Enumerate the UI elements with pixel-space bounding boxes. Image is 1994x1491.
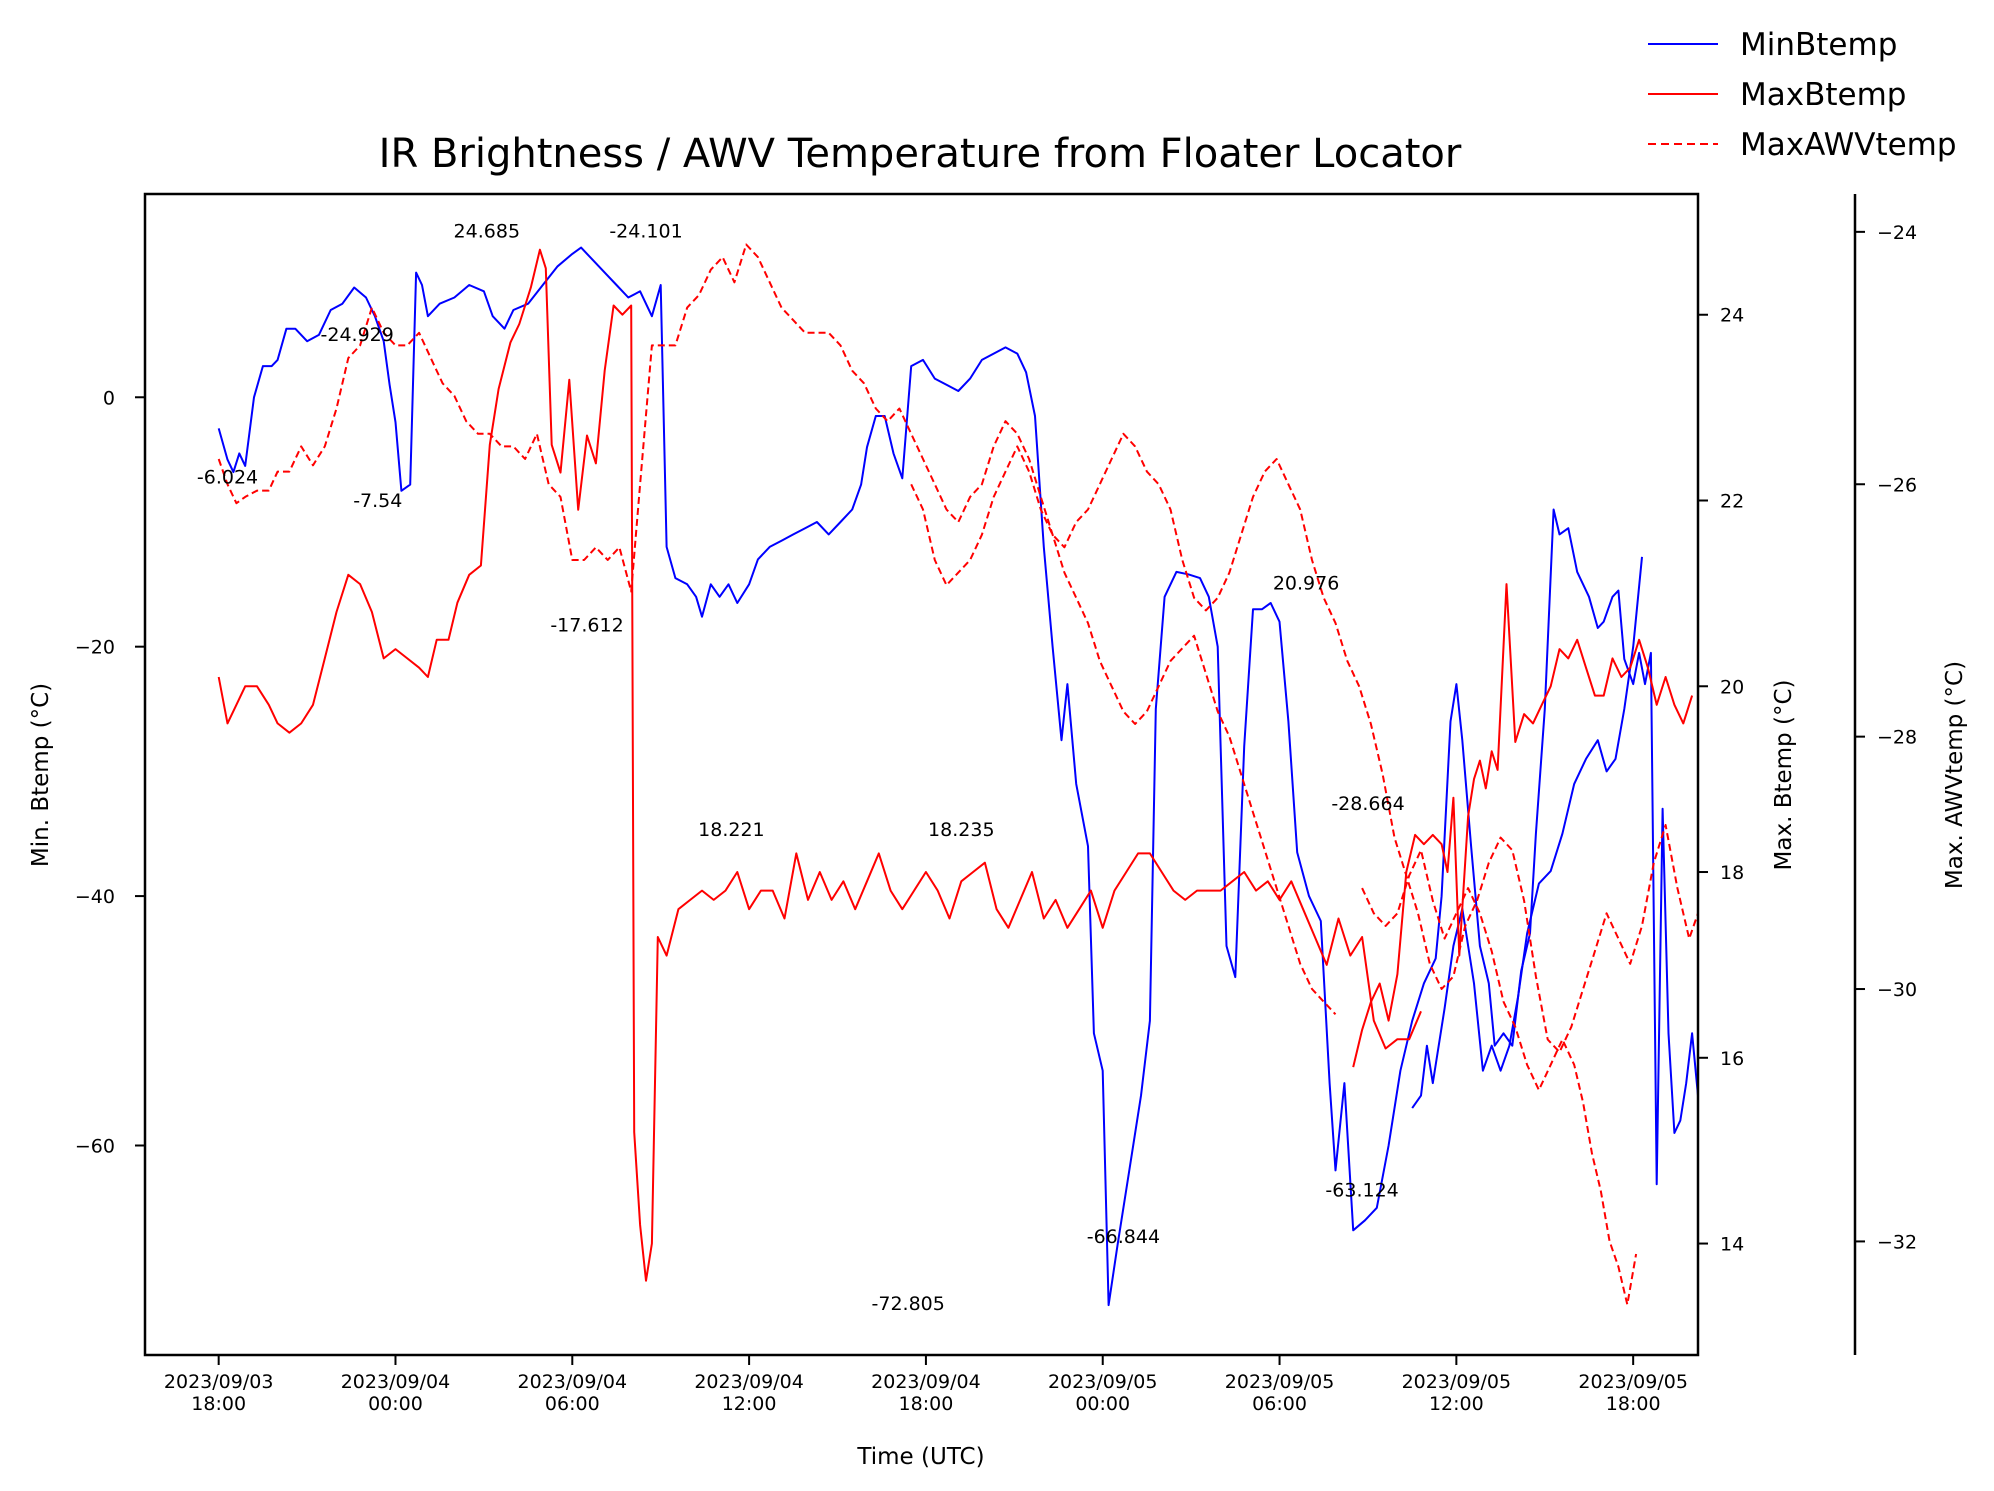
legend-label-maxawvtemp: MaxAWVtemp	[1740, 127, 1957, 163]
y-far-tick-label-2: −28	[1877, 727, 1917, 749]
x-tick-label-date-0: 2023/09/03	[164, 1371, 274, 1393]
legend: MinBtemp MaxBtemp MaxAWVtemp	[1648, 27, 1957, 163]
series-line-maxbtemp-3	[1352, 583, 1694, 1068]
chart-title: IR Brightness / AWV Temperature from Flo…	[379, 131, 1462, 177]
data-label-8: -72.805	[872, 1293, 945, 1315]
x-tick-label-time-4: 18:00	[899, 1393, 954, 1415]
annotation-layer: -6.024 -24.929 -7.54 24.685 -24.101 -17.612 18…	[197, 221, 1405, 1315]
x-tick-label-time-6: 06:00	[1252, 1393, 1307, 1415]
y-left-tick-label-3: −60	[75, 1135, 115, 1157]
legend-label-minbtemp: MinBtemp	[1740, 27, 1897, 63]
y-axis-far-label: Max. AWVtemp (°C)	[1942, 661, 1968, 889]
y-far-tick-label-0: −24	[1877, 222, 1917, 244]
series-line-minbtemp-1	[1411, 556, 1643, 1109]
y-axis-right: 14 16 18 20 22 24	[1698, 305, 1744, 1256]
y-axis-right-label: Max. Btemp (°C)	[1771, 680, 1797, 871]
y-axis-left: 0 −20 −40 −60	[75, 387, 145, 1157]
data-label-2: -7.54	[353, 490, 402, 512]
y-left-tick-label-1: −20	[75, 637, 115, 659]
data-label-4: -24.101	[609, 221, 682, 243]
x-tick-label-date-5: 2023/09/05	[1048, 1371, 1158, 1393]
x-tick-label-time-1: 00:00	[368, 1393, 423, 1415]
data-label-7: 18.235	[928, 819, 994, 841]
y-right-tick-label-5: 24	[1720, 305, 1744, 327]
y-right-tick-label-4: 22	[1720, 491, 1744, 513]
x-tick-label-date-8: 2023/09/05	[1578, 1371, 1688, 1393]
y-right-tick-label-2: 18	[1720, 862, 1744, 884]
legend-label-maxbtemp: MaxBtemp	[1740, 77, 1906, 113]
data-label-6: 18.221	[698, 819, 764, 841]
x-tick-label-date-6: 2023/09/05	[1225, 1371, 1335, 1393]
x-tick-label-time-5: 00:00	[1075, 1393, 1130, 1415]
x-tick-label-time-2: 06:00	[545, 1393, 600, 1415]
x-tick-label-date-7: 2023/09/05	[1402, 1371, 1512, 1393]
y-right-tick-label-3: 20	[1720, 676, 1744, 698]
data-label-5: -17.612	[550, 615, 623, 637]
series-line-maxawvtemp-4	[217, 243, 1337, 1015]
x-tick-label-date-2: 2023/09/04	[518, 1371, 628, 1393]
x-tick-label-time-7: 12:00	[1429, 1393, 1484, 1415]
x-axis: 2023/09/0318:002023/09/0400:002023/09/04…	[164, 1355, 1688, 1415]
data-label-10: 20.976	[1273, 572, 1339, 594]
x-tick-label-date-1: 2023/09/04	[341, 1371, 451, 1393]
data-label-0: -6.024	[197, 466, 258, 488]
x-tick-label-time-0: 18:00	[191, 1393, 246, 1415]
y-far-tick-label-3: −30	[1877, 979, 1917, 1001]
y-axis-left-label: Min. Btemp (°C)	[28, 683, 54, 867]
series-line-maxawvtemp-5	[910, 432, 1699, 1054]
x-tick-label-date-4: 2023/09/04	[871, 1371, 981, 1393]
x-tick-label-time-3: 12:00	[722, 1393, 777, 1415]
y-right-tick-label-0: 14	[1720, 1234, 1744, 1256]
y-left-tick-label-0: 0	[103, 387, 115, 409]
y-right-tick-label-1: 16	[1720, 1048, 1744, 1070]
data-label-1: -24.929	[321, 324, 394, 346]
series-line-minbtemp-0	[217, 246, 1699, 1307]
y-axis-far: −24 −26 −28 −30 −32	[1853, 194, 1917, 1355]
x-tick-label-time-8: 18:00	[1606, 1393, 1661, 1415]
x-tick-label-date-3: 2023/09/04	[694, 1371, 804, 1393]
data-label-3: 24.685	[454, 221, 520, 243]
y-far-tick-label-1: −26	[1877, 474, 1917, 496]
series-line-maxawvtemp-6	[1361, 849, 1638, 1306]
series-line-maxbtemp-2	[217, 248, 1422, 1282]
data-label-12: -63.124	[1325, 1180, 1398, 1202]
y-far-tick-label-4: −32	[1877, 1231, 1917, 1253]
series-layer	[217, 243, 1699, 1307]
plot-frame	[143, 192, 1700, 1357]
y-left-tick-label-2: −40	[75, 886, 115, 908]
data-label-9: -66.844	[1087, 1226, 1160, 1248]
x-axis-label: Time (UTC)	[856, 1444, 984, 1470]
data-label-11: -28.664	[1331, 793, 1404, 815]
